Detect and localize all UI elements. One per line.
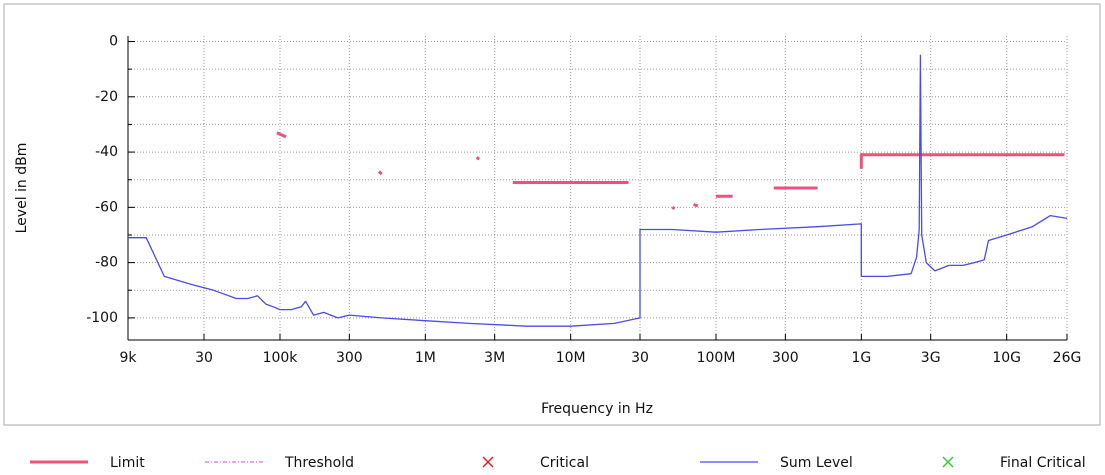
x-tick-label: 1G: [851, 350, 871, 366]
y-tick-label: -20: [95, 89, 118, 105]
x-tick-label: 30: [631, 350, 649, 366]
y-tick-label: -40: [95, 144, 118, 160]
x-tick-label: 3M: [484, 350, 505, 366]
x-axis-label: Frequency in Hz: [541, 401, 653, 417]
x-tick-label: 26G: [1053, 350, 1082, 366]
x-tick-label: 3G: [921, 350, 941, 366]
legend-label: Sum Level: [780, 455, 853, 471]
series-line: [859, 153, 1065, 169]
x-tick-label: 10M: [556, 350, 586, 366]
series-line: [128, 54, 1068, 327]
x-tick-label: 100k: [263, 350, 299, 366]
legend-label: Limit: [110, 455, 145, 471]
series-line: [276, 131, 287, 139]
legend-label: Critical: [540, 455, 589, 471]
x-tick-label: 30: [195, 350, 213, 366]
series-line: [475, 156, 480, 161]
y-tick-label: -100: [86, 310, 118, 326]
y-axis-label: Level in dBm: [14, 143, 30, 234]
legend-label: Threshold: [284, 455, 354, 471]
y-tick-label: -60: [95, 199, 118, 215]
x-tick-label: 10G: [992, 350, 1021, 366]
series-line: [693, 203, 699, 208]
x-tick-label: 100M: [697, 350, 736, 366]
series-line: [377, 170, 383, 176]
legend-swatch: [482, 456, 494, 468]
x-tick-label: 300: [336, 350, 363, 366]
x-tick-label: 9k: [119, 350, 137, 366]
y-tick-label: 0: [109, 34, 118, 50]
chart-frame: [3, 3, 1101, 426]
x-tick-label: 1M: [415, 350, 436, 366]
x-tick-label: 300: [772, 350, 799, 366]
y-tick-label: -80: [95, 255, 118, 271]
legend-swatch: [942, 456, 954, 468]
legend-label: Final Critical: [1000, 455, 1086, 471]
series-line: [671, 206, 676, 210]
